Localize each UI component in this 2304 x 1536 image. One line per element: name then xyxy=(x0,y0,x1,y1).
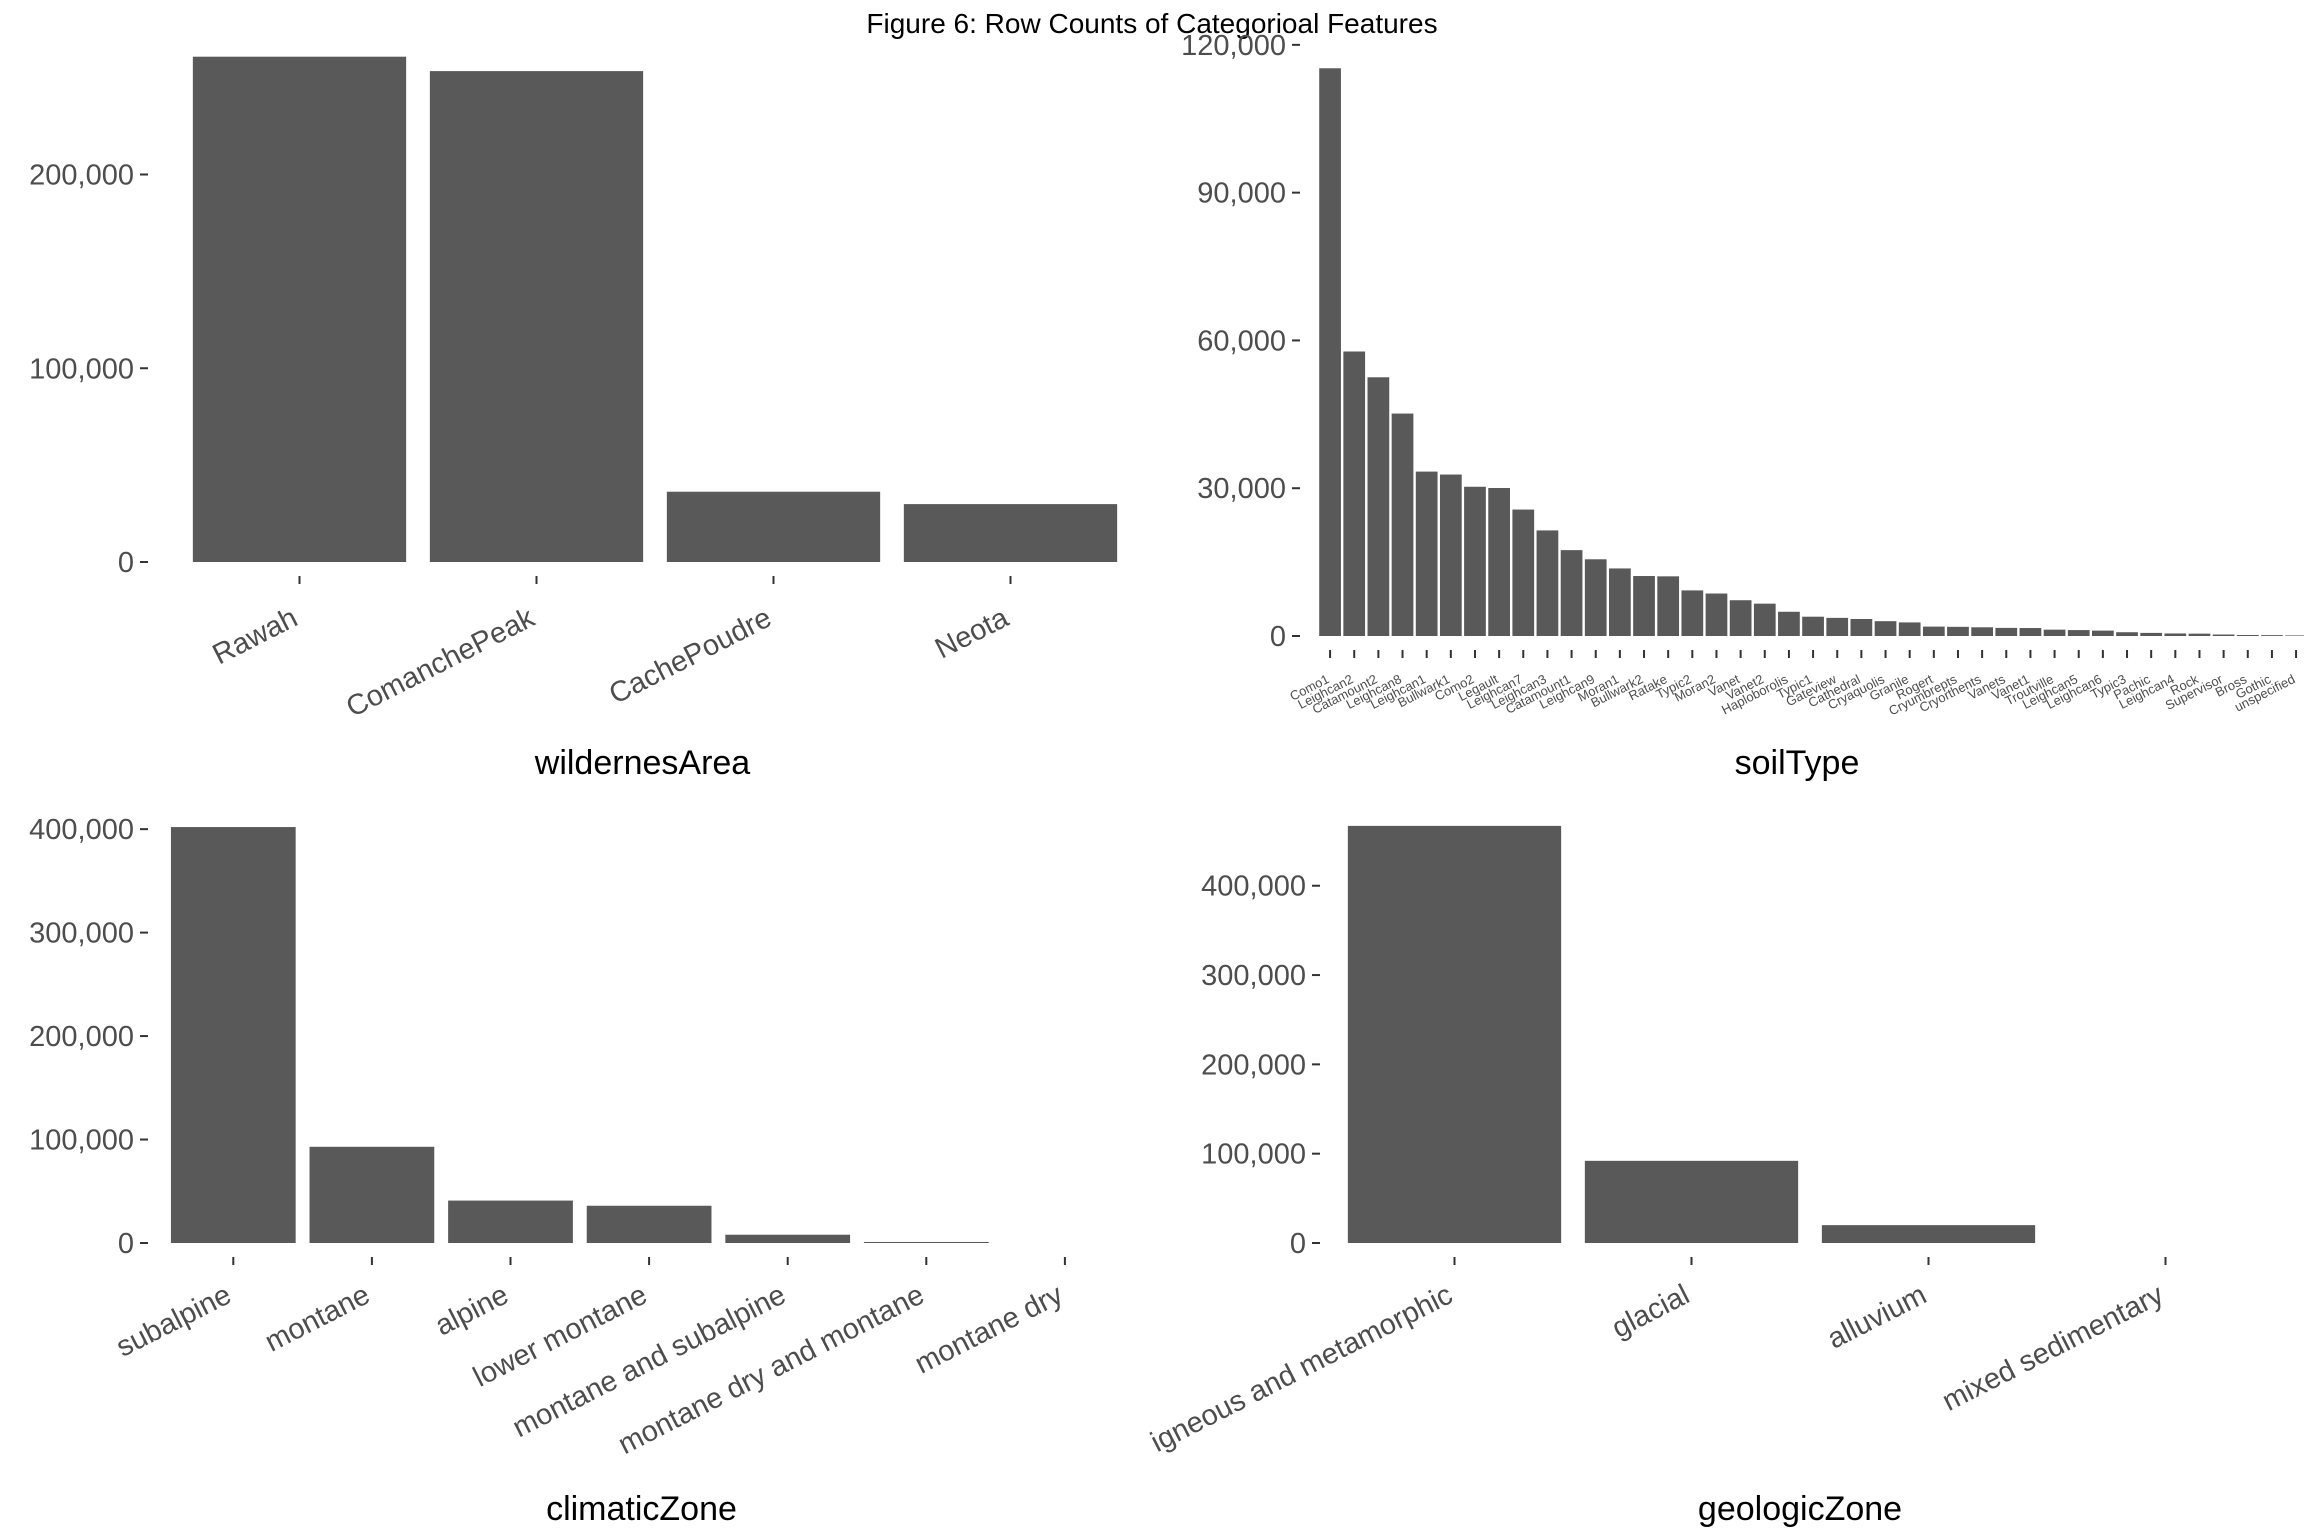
y-tick-label: 60,000 xyxy=(1197,325,1286,357)
bar xyxy=(863,1241,989,1243)
x-axis-title: wildernesArea xyxy=(534,744,751,782)
bar xyxy=(586,1205,712,1243)
y-tick-label: 0 xyxy=(118,547,134,579)
y-tick-label: 300,000 xyxy=(1201,960,1306,992)
bar xyxy=(1778,611,1800,636)
bar xyxy=(2092,630,2114,636)
y-tick-label: 300,000 xyxy=(29,918,134,950)
bar xyxy=(725,1234,851,1243)
bar xyxy=(1633,576,1655,636)
bar xyxy=(2188,633,2211,636)
bar xyxy=(1705,593,1728,636)
y-tick-label: 30,000 xyxy=(1197,473,1286,505)
bar xyxy=(1729,600,1752,636)
bar xyxy=(1681,590,1704,636)
bar xyxy=(2164,633,2187,636)
bar xyxy=(2261,635,2283,636)
bar xyxy=(903,504,1118,562)
bar xyxy=(1391,413,1414,636)
bar xyxy=(1826,617,1849,636)
bar xyxy=(2285,635,2304,636)
bar xyxy=(1947,626,1969,636)
bar xyxy=(1609,568,1631,636)
figure-title: Figure 6: Row Counts of Categorioal Feat… xyxy=(866,8,1437,39)
bar xyxy=(429,71,644,563)
y-tick-label: 400,000 xyxy=(29,814,134,846)
bar xyxy=(2212,634,2235,636)
bar xyxy=(1753,603,1776,636)
bar xyxy=(1821,1225,2036,1243)
bar xyxy=(309,1146,435,1243)
bar xyxy=(170,827,296,1243)
y-tick-label: 0 xyxy=(118,1228,134,1260)
bar xyxy=(1319,68,1341,636)
y-tick-label: 100,000 xyxy=(29,1125,134,1157)
bar xyxy=(1802,616,1824,636)
bar xyxy=(1995,627,2018,636)
x-axis-title: climaticZone xyxy=(546,1490,737,1528)
bar xyxy=(2019,628,2042,636)
bar xyxy=(1898,622,1921,636)
bar xyxy=(1415,471,1438,636)
x-axis-title: geologicZone xyxy=(1698,1490,1902,1528)
y-tick-label: 120,000 xyxy=(1181,30,1286,62)
bar xyxy=(1584,1160,1799,1243)
bar xyxy=(1922,626,1945,636)
bar xyxy=(666,491,881,562)
bar xyxy=(2043,629,2066,636)
x-axis-title: soilType xyxy=(1735,744,1860,782)
y-tick-label: 200,000 xyxy=(1201,1049,1306,1081)
bar xyxy=(448,1200,573,1243)
y-tick-label: 90,000 xyxy=(1197,178,1286,210)
y-tick-label: 200,000 xyxy=(29,160,134,192)
bar xyxy=(192,56,407,562)
bar xyxy=(1512,509,1535,636)
bar xyxy=(1367,377,1390,636)
bar xyxy=(1584,559,1607,636)
bar xyxy=(2067,630,2090,636)
bar xyxy=(1536,530,1559,636)
bar xyxy=(1488,488,1510,636)
y-tick-label: 200,000 xyxy=(29,1021,134,1053)
y-tick-label: 100,000 xyxy=(29,353,134,385)
bar xyxy=(1874,621,1897,636)
bar xyxy=(1464,486,1486,636)
bar xyxy=(2140,632,2163,636)
bar xyxy=(1347,825,1562,1243)
y-tick-label: 100,000 xyxy=(1201,1139,1306,1171)
bar xyxy=(1971,627,1993,636)
bar xyxy=(1850,618,1873,636)
bar xyxy=(1657,576,1680,636)
bar xyxy=(2236,634,2259,636)
y-tick-label: 0 xyxy=(1270,621,1286,653)
bar xyxy=(1439,474,1462,636)
bar xyxy=(1343,351,1366,636)
bar xyxy=(2116,632,2138,636)
y-tick-label: 0 xyxy=(1290,1228,1306,1260)
y-tick-label: 400,000 xyxy=(1201,871,1306,903)
bar xyxy=(1560,550,1583,636)
